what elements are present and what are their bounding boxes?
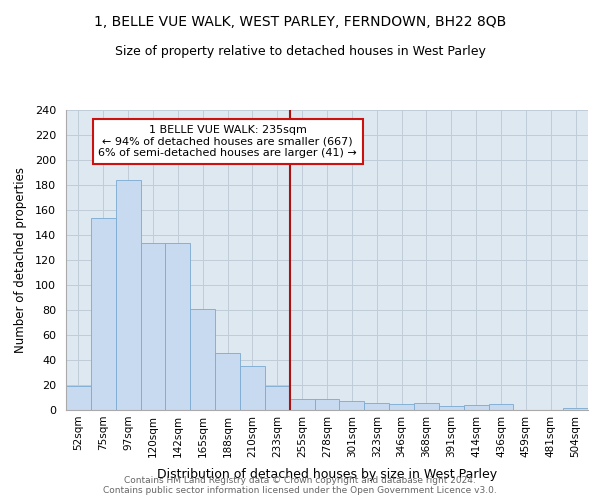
Bar bbox=[389, 404, 414, 410]
Bar bbox=[314, 399, 340, 410]
Text: 1, BELLE VUE WALK, WEST PARLEY, FERNDOWN, BH22 8QB: 1, BELLE VUE WALK, WEST PARLEY, FERNDOWN… bbox=[94, 15, 506, 29]
Bar bbox=[464, 405, 488, 410]
Bar bbox=[414, 402, 439, 410]
Text: 1 BELLE VUE WALK: 235sqm
← 94% of detached houses are smaller (667)
6% of semi-d: 1 BELLE VUE WALK: 235sqm ← 94% of detach… bbox=[98, 125, 357, 158]
Bar bbox=[290, 399, 314, 410]
Bar bbox=[340, 401, 364, 410]
Bar bbox=[488, 404, 514, 410]
X-axis label: Distribution of detached houses by size in West Parley: Distribution of detached houses by size … bbox=[157, 468, 497, 481]
Bar bbox=[439, 406, 464, 410]
Bar bbox=[66, 386, 91, 410]
Bar bbox=[166, 242, 190, 410]
Text: Contains HM Land Registry data © Crown copyright and database right 2024.
Contai: Contains HM Land Registry data © Crown c… bbox=[103, 476, 497, 495]
Bar bbox=[563, 408, 588, 410]
Bar bbox=[190, 308, 215, 410]
Bar bbox=[265, 386, 290, 410]
Text: Size of property relative to detached houses in West Parley: Size of property relative to detached ho… bbox=[115, 45, 485, 58]
Bar bbox=[116, 180, 140, 410]
Bar bbox=[215, 352, 240, 410]
Bar bbox=[140, 242, 166, 410]
Bar bbox=[240, 366, 265, 410]
Bar bbox=[364, 402, 389, 410]
Bar bbox=[91, 218, 116, 410]
Y-axis label: Number of detached properties: Number of detached properties bbox=[14, 167, 26, 353]
